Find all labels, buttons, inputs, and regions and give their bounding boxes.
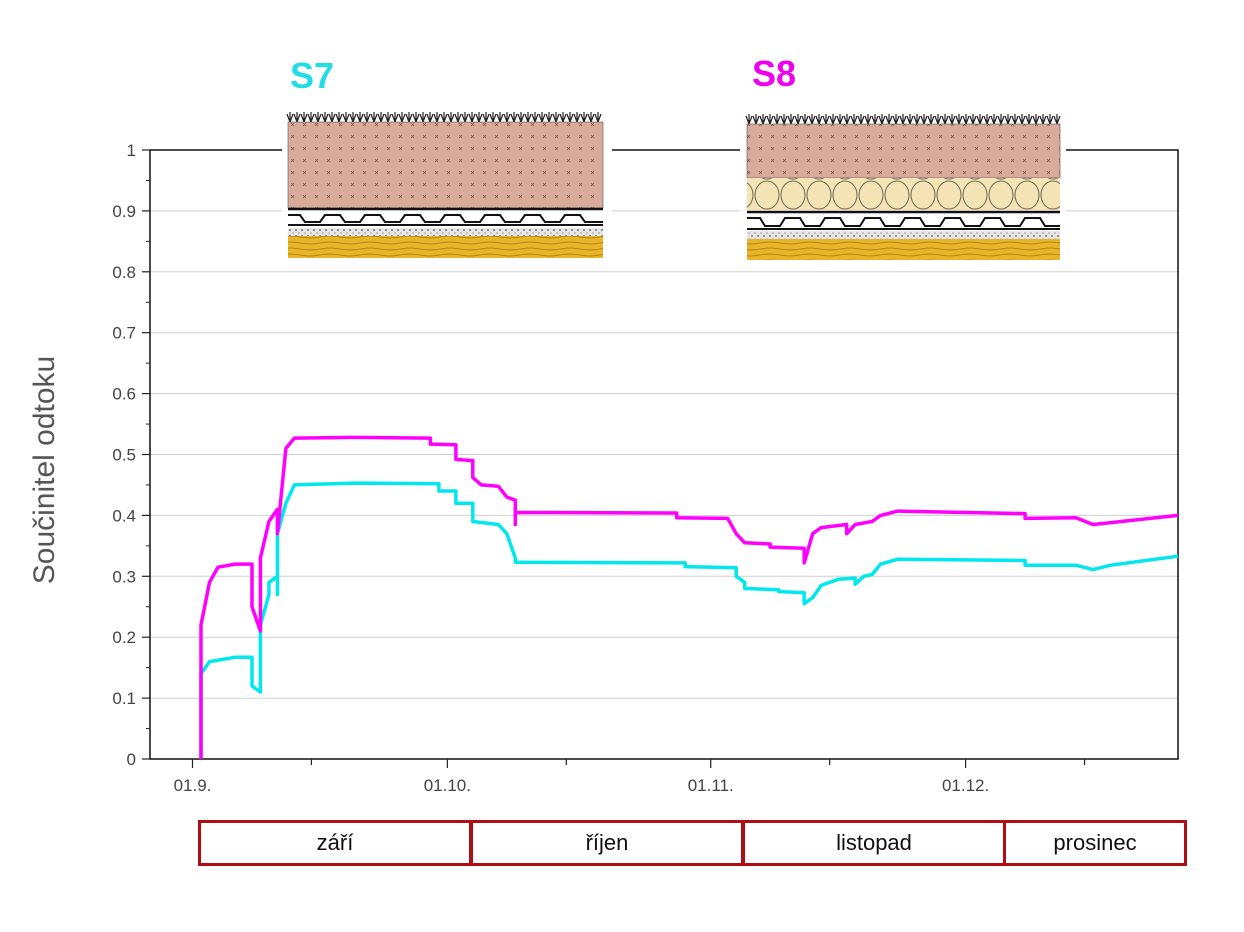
series-lines [199,435,1179,759]
y-tick-label: 0.3 [112,567,136,586]
y-tick-label: 0.1 [112,689,136,708]
y-tick-label: 1 [127,141,136,160]
s7-title: S7 [290,55,334,96]
roof-section-s8-diagram: S8 [740,53,1066,262]
series-line-s8 [199,435,1179,759]
x-tick-label: 01.9. [174,776,212,795]
vegetation-icon [745,114,1061,125]
series-line-s7 [199,481,1179,759]
y-axis-label: Součinitel odtoku [28,356,61,585]
y-tick-label: 0.8 [112,263,136,282]
x-tick-label: 01.11. [688,776,734,795]
x-tick-label: 01.10. [424,776,471,795]
x-tick-label: 01.12. [942,776,989,795]
y-tick-label: 0.4 [112,506,136,525]
y-tick-label: 0.2 [112,628,136,647]
s8-title: S8 [752,53,796,94]
y-tick-label: 0.9 [112,202,136,221]
month-october: říjen [470,820,744,866]
y-tick-label: 0 [127,750,136,769]
y-tick-label: 0.5 [112,446,136,465]
month-november: listopad [742,820,1006,866]
y-tick-label: 0.6 [112,385,136,404]
y-tick-label: 0.7 [112,324,136,343]
grid-lines [150,210,1178,699]
roof-section-s7-diagram: S7 [282,55,612,260]
y-axis: 0 0.1 0.2 0.3 0.4 0.5 0.6 0.7 0.8 0.9 1 [112,141,150,769]
month-september: září [198,820,472,866]
vegetation-icon [286,112,602,123]
month-december: prosinec [1003,820,1187,866]
x-axis: 01.9. 01.10. 01.11. 01.12. [174,759,1086,795]
